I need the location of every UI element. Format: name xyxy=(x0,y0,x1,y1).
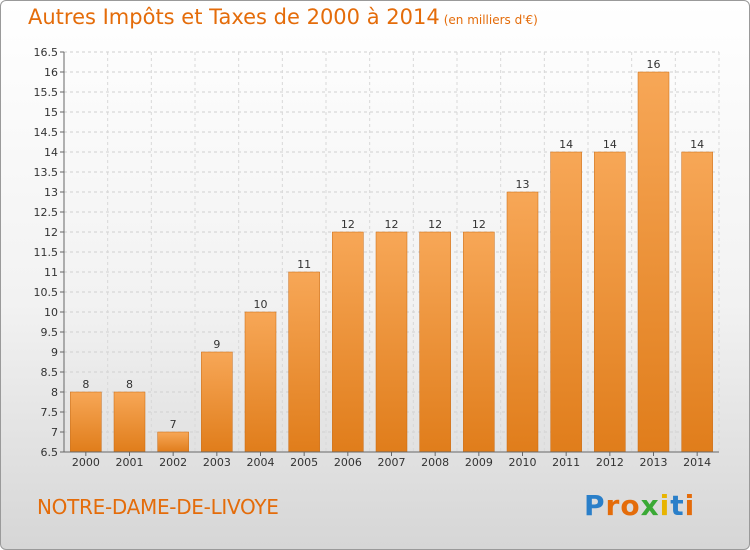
bar xyxy=(550,151,582,453)
logo-letter: i xyxy=(684,489,696,522)
bar xyxy=(506,191,539,453)
y-tick-label: 14.5 xyxy=(34,126,59,139)
logo-letter: t xyxy=(670,489,685,522)
bar xyxy=(594,151,626,453)
commune-name: NOTRE-DAME-DE-LIVOYE xyxy=(37,495,279,519)
bar xyxy=(463,231,495,453)
bar xyxy=(244,311,277,453)
logo-letter: i xyxy=(659,489,671,522)
x-tick-label: 2007 xyxy=(378,456,406,469)
bar-value-label: 7 xyxy=(170,418,177,431)
bar-value-label: 12 xyxy=(472,218,486,231)
x-tick-label: 2011 xyxy=(552,456,580,469)
bar-value-label: 14 xyxy=(559,138,573,151)
y-tick-label: 13.5 xyxy=(34,166,59,179)
y-tick-label: 8.5 xyxy=(41,366,59,379)
y-tick-label: 9 xyxy=(51,346,58,359)
bar xyxy=(113,391,146,453)
bar xyxy=(288,271,320,453)
bar-value-label: 12 xyxy=(341,218,355,231)
bar xyxy=(375,231,408,453)
bar xyxy=(419,231,451,453)
x-tick-label: 2005 xyxy=(290,456,318,469)
x-tick-label: 2014 xyxy=(683,456,711,469)
bar xyxy=(681,151,713,453)
y-tick-label: 13 xyxy=(44,186,58,199)
bar xyxy=(70,391,102,453)
y-tick-label: 12 xyxy=(44,226,58,239)
logo-letter: P xyxy=(584,489,606,522)
bar xyxy=(201,351,233,453)
bar xyxy=(637,71,670,453)
y-tick-label: 11 xyxy=(44,266,58,279)
y-tick-label: 9.5 xyxy=(41,326,59,339)
x-tick-label: 2004 xyxy=(247,456,275,469)
bar-value-label: 14 xyxy=(690,138,704,151)
y-tick-label: 7 xyxy=(51,426,58,439)
chart-title: Autres Impôts et Taxes de 2000 à 2014 (en… xyxy=(28,5,538,29)
bar-value-label: 9 xyxy=(213,338,220,351)
bar-value-label: 12 xyxy=(428,218,442,231)
logo-letter: o xyxy=(620,489,641,522)
bar-value-label: 8 xyxy=(82,378,89,391)
x-tick-label: 2001 xyxy=(116,456,144,469)
x-tick-label: 2012 xyxy=(596,456,624,469)
y-tick-label: 6.5 xyxy=(41,446,59,459)
x-tick-label: 2000 xyxy=(72,456,100,469)
bar-value-label: 16 xyxy=(647,58,661,71)
y-tick-label: 16 xyxy=(44,66,58,79)
proxiti-logo[interactable]: Proxiti xyxy=(584,489,695,522)
x-tick-label: 2010 xyxy=(509,456,537,469)
x-tick-label: 2013 xyxy=(640,456,668,469)
y-tick-label: 10 xyxy=(44,306,58,319)
chart-subtitle: (en milliers d'€) xyxy=(443,13,538,27)
y-tick-label: 11.5 xyxy=(34,246,59,259)
bar-value-label: 14 xyxy=(603,138,617,151)
logo-letter: r xyxy=(605,489,621,522)
y-tick-label: 15.5 xyxy=(34,86,59,99)
x-tick-label: 2009 xyxy=(465,456,493,469)
x-tick-label: 2003 xyxy=(203,456,231,469)
bar-value-label: 8 xyxy=(126,378,133,391)
y-tick-label: 7.5 xyxy=(41,406,59,419)
bar xyxy=(157,431,189,453)
bar xyxy=(332,231,364,453)
y-tick-label: 15 xyxy=(44,106,58,119)
x-tick-label: 2006 xyxy=(334,456,362,469)
y-tick-label: 16.5 xyxy=(34,46,59,59)
y-tick-label: 8 xyxy=(51,386,58,399)
logo-letter: x xyxy=(640,489,660,522)
bar-value-label: 13 xyxy=(516,178,530,191)
bar-value-label: 10 xyxy=(254,298,268,311)
x-tick-label: 2002 xyxy=(159,456,187,469)
y-tick-label: 12.5 xyxy=(34,206,59,219)
y-tick-label: 10.5 xyxy=(34,286,59,299)
x-tick-label: 2008 xyxy=(421,456,449,469)
bar-value-label: 11 xyxy=(297,258,311,271)
y-tick-label: 14 xyxy=(44,146,58,159)
bar-value-label: 12 xyxy=(385,218,399,231)
